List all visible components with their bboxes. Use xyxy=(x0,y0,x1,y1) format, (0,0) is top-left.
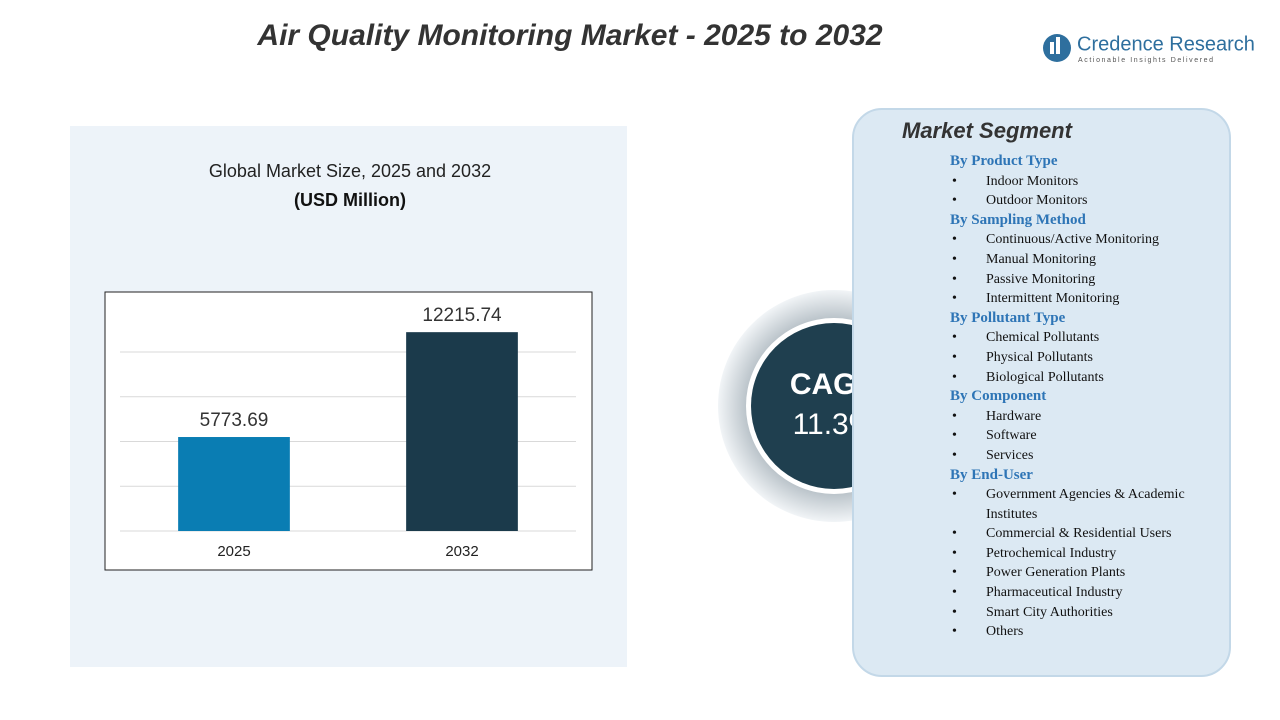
bar xyxy=(406,332,518,531)
segment-item: Intermittent Monitoring xyxy=(950,289,1186,309)
value-label: 12215.74 xyxy=(422,305,502,326)
segment-item: Hardware xyxy=(950,407,1186,427)
segment-item: Passive Monitoring xyxy=(950,270,1186,290)
x-tick-label: 2032 xyxy=(445,543,478,560)
segment-item: Pharmaceutical Industry xyxy=(950,583,1186,603)
segment-list: By Product Type Indoor MonitorsOutdoor Mo… xyxy=(950,152,1190,642)
segment-group: By Pollutant Type xyxy=(950,309,1066,326)
plot: 2025 5773.69 2032 12215.74 xyxy=(120,305,576,560)
chart-frame xyxy=(104,291,593,571)
logo-name: Credence Research xyxy=(1077,33,1255,55)
bar xyxy=(178,437,290,531)
segment-group: By Product Type xyxy=(950,153,1058,169)
logo: Credence Research Actionable Insights De… xyxy=(1043,33,1255,64)
segment-group: By Component xyxy=(950,388,1047,405)
segment-item: Services xyxy=(950,446,1186,466)
segment-item: Software xyxy=(950,426,1186,446)
logo-tagline: Actionable Insights Delivered xyxy=(1078,57,1215,64)
segment-panel: Market Segment By Product Type Indoor Mon… xyxy=(852,108,1231,677)
segment-item: Government Agencies & Academic Institute… xyxy=(950,485,1186,524)
segment-item: Commercial & Residential Users xyxy=(950,524,1186,544)
segment-item: Biological Pollutants xyxy=(950,368,1186,388)
value-label: 5773.69 xyxy=(200,410,269,431)
segment-item: Indoor Monitors xyxy=(950,172,1186,192)
chart-subtitle: (USD Million) xyxy=(294,190,406,210)
segment-item: Continuous/Active Monitoring xyxy=(950,230,1186,250)
segment-item: Others xyxy=(950,622,1186,642)
chart-title: Global Market Size, 2025 and 2032 xyxy=(209,161,491,181)
logo-icon-bar xyxy=(1050,42,1054,54)
segment-group: By End-User xyxy=(950,466,1033,483)
segment-item: Petrochemical Industry xyxy=(950,544,1186,564)
segment-item: Chemical Pollutants xyxy=(950,328,1186,348)
segment-item: Smart City Authorities xyxy=(950,603,1186,623)
segment-item: Physical Pollutants xyxy=(950,348,1186,368)
segment-item: Manual Monitoring xyxy=(950,250,1186,270)
segment-group: By Sampling Method xyxy=(950,211,1086,228)
x-tick-label: 2025 xyxy=(217,543,250,560)
segment-title: Market Segment xyxy=(902,118,1072,143)
logo-icon-bar xyxy=(1056,37,1060,54)
segment-item: Outdoor Monitors xyxy=(950,191,1186,211)
segment-item: Power Generation Plants xyxy=(950,563,1186,583)
page-title: Air Quality Monitoring Market - 2025 to … xyxy=(256,19,882,52)
